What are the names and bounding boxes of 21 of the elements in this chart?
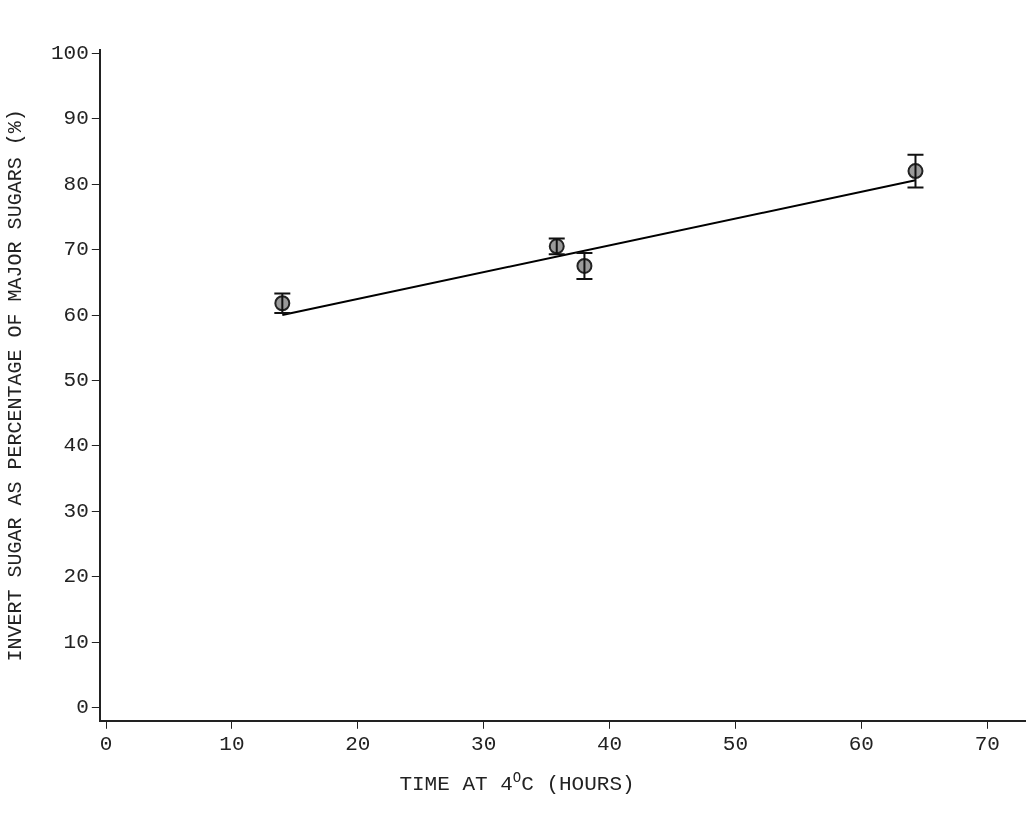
y-tick-label: 10 <box>63 630 89 654</box>
y-tick-label: 100 <box>50 41 89 65</box>
x-tick-label: 10 <box>219 732 245 756</box>
x-tick-label: 0 <box>99 732 113 756</box>
x-tick-label: 60 <box>848 732 874 756</box>
y-tick-label: 90 <box>63 107 89 131</box>
x-tick-label: 50 <box>722 732 749 756</box>
y-tick-label: 70 <box>63 238 89 262</box>
y-axis-title: INVERT SUGAR AS PERCENTAGE OF MAJOR SUGARS (%) <box>4 109 28 662</box>
x-tick-label: 20 <box>345 732 371 756</box>
x-tick-label: 70 <box>974 732 1000 756</box>
y-tick-label: 0 <box>76 696 89 720</box>
y-tick-label: 20 <box>63 565 89 589</box>
y-tick-label: 40 <box>63 434 89 458</box>
y-tick-label: 50 <box>63 369 89 393</box>
y-tick-label: 30 <box>63 499 89 523</box>
x-axis-title: TIME AT 4$^{O}$C (HOURS) <box>398 770 636 796</box>
y-tick-label: 80 <box>63 172 89 196</box>
y-tick-label: 60 <box>63 303 89 327</box>
x-tick-label: 40 <box>597 732 623 756</box>
x-tick-label: 30 <box>471 732 497 756</box>
